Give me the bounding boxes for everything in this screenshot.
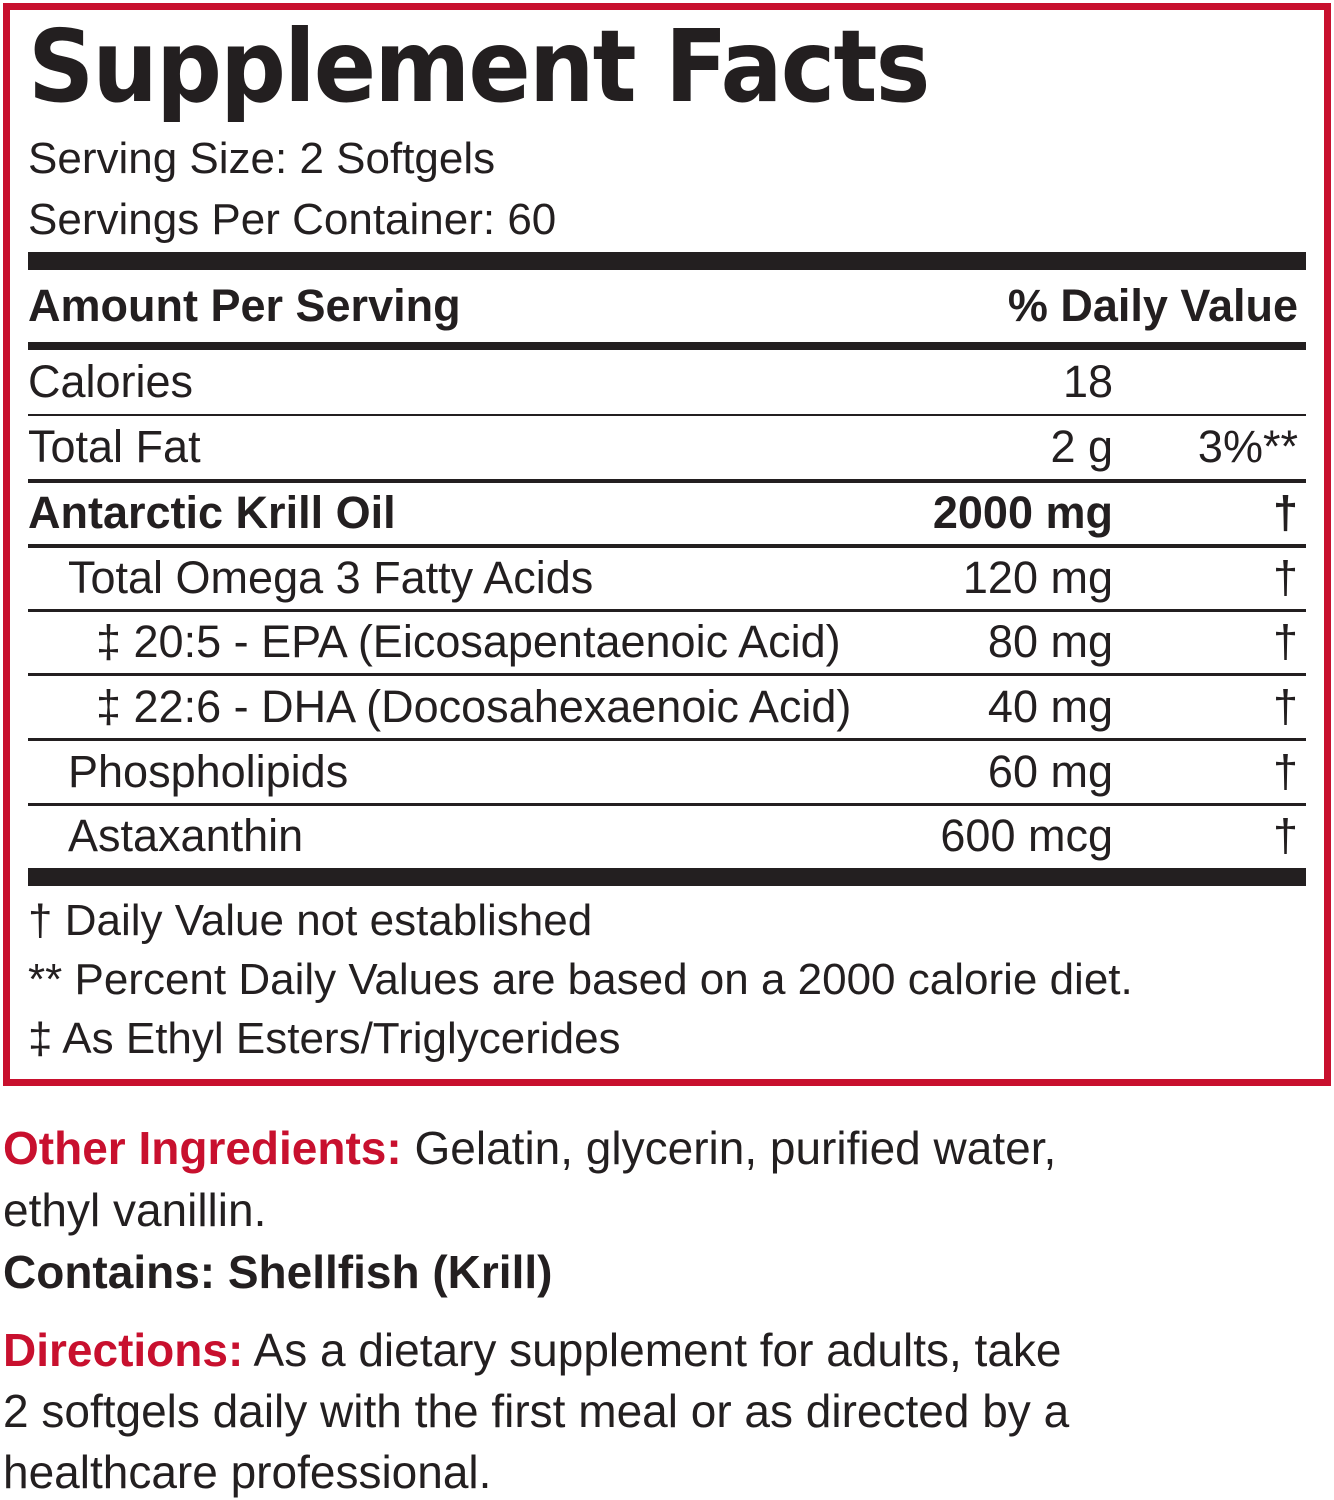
row-name: Antarctic Krill Oil bbox=[28, 487, 396, 538]
medium-divider bbox=[28, 342, 1306, 350]
table-row: Calories 18 bbox=[28, 350, 1306, 414]
row-dv: 3%** bbox=[1197, 421, 1298, 472]
row-dv: † bbox=[1272, 487, 1298, 538]
row-dv: † bbox=[1272, 810, 1298, 861]
row-amount: 120 mg bbox=[962, 552, 1113, 603]
row-divider bbox=[28, 738, 1306, 741]
row-amount: 80 mg bbox=[987, 616, 1113, 667]
footnote: † Daily Value not established bbox=[28, 896, 593, 945]
directions-line2: 2 softgels daily with the first meal or … bbox=[3, 1385, 1070, 1437]
thick-divider bbox=[28, 252, 1306, 270]
row-divider bbox=[28, 414, 1306, 416]
directions-line3: healthcare professional. bbox=[3, 1446, 492, 1498]
row-divider bbox=[28, 673, 1306, 676]
header-row: Amount Per Serving % Daily Value bbox=[28, 270, 1306, 342]
row-amount: 60 mg bbox=[987, 746, 1113, 797]
table-row: Phospholipids 60 mg † bbox=[28, 740, 1306, 804]
directions-text: As a dietary supplement for adults, take bbox=[243, 1324, 1062, 1376]
table-row: ‡ 22:6 - DHA (Docosahexaenoic Acid) 40 m… bbox=[28, 675, 1306, 739]
other-ingredients: Other Ingredients: Gelatin, glycerin, pu… bbox=[3, 1121, 1056, 1175]
row-divider bbox=[28, 479, 1306, 483]
thick-divider bbox=[28, 868, 1306, 886]
amount-header: Amount Per Serving bbox=[28, 280, 461, 331]
row-name: ‡ 20:5 - EPA (Eicosapentaenoic Acid) bbox=[96, 616, 841, 667]
row-amount: 600 mcg bbox=[940, 810, 1113, 861]
supplement-facts-panel bbox=[3, 3, 1331, 1086]
row-divider bbox=[28, 544, 1306, 548]
row-amount: 40 mg bbox=[987, 681, 1113, 732]
row-divider bbox=[28, 609, 1306, 612]
row-name: Phospholipids bbox=[68, 746, 349, 797]
row-dv: † bbox=[1272, 681, 1298, 732]
panel-title: Supplement Facts bbox=[28, 8, 930, 125]
row-dv: † bbox=[1272, 746, 1298, 797]
table-row: ‡ 20:5 - EPA (Eicosapentaenoic Acid) 80 … bbox=[28, 610, 1306, 674]
other-ingredients-line2: ethyl vanillin. bbox=[3, 1184, 267, 1236]
row-amount: 2 g bbox=[1050, 421, 1113, 472]
row-name: Calories bbox=[28, 356, 194, 407]
table-row: Total Fat 2 g 3%** bbox=[28, 415, 1306, 479]
table-row: Antarctic Krill Oil 2000 mg † bbox=[28, 481, 1306, 545]
directions-label: Directions: bbox=[3, 1324, 244, 1376]
row-name: Astaxanthin bbox=[68, 810, 304, 861]
row-dv: † bbox=[1272, 616, 1298, 667]
row-amount: 2000 mg bbox=[932, 487, 1113, 538]
row-dv: † bbox=[1272, 552, 1298, 603]
other-ingredients-label: Other Ingredients: bbox=[3, 1122, 402, 1174]
row-name: Total Fat bbox=[28, 421, 201, 472]
footnote: ** Percent Daily Values are based on a 2… bbox=[28, 955, 1133, 1004]
allergen-statement: Contains: Shellfish (Krill) bbox=[3, 1246, 553, 1298]
serving-size: Serving Size: 2 Softgels bbox=[28, 134, 496, 183]
row-divider bbox=[28, 803, 1306, 806]
servings-per-container: Servings Per Container: 60 bbox=[28, 195, 557, 244]
row-name: Total Omega 3 Fatty Acids bbox=[68, 552, 594, 603]
row-name: ‡ 22:6 - DHA (Docosahexaenoic Acid) bbox=[96, 681, 852, 732]
table-row: Astaxanthin 600 mcg † bbox=[28, 804, 1306, 868]
footnote: ‡ As Ethyl Esters/Triglycerides bbox=[28, 1014, 621, 1063]
table-row: Total Omega 3 Fatty Acids 120 mg † bbox=[28, 546, 1306, 610]
dv-header: % Daily Value bbox=[1007, 280, 1298, 331]
row-amount: 18 bbox=[1062, 356, 1113, 407]
directions: Directions: As a dietary supplement for … bbox=[3, 1323, 1062, 1377]
other-ingredients-text: Gelatin, glycerin, purified water, bbox=[401, 1122, 1057, 1174]
